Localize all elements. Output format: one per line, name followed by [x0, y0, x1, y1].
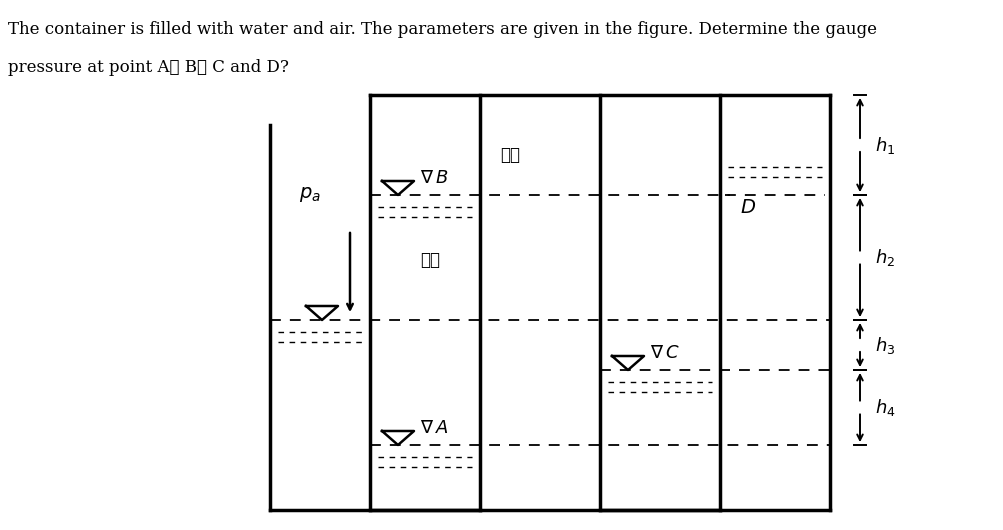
Text: pressure at point A、 B、 C and D?: pressure at point A、 B、 C and D?: [8, 59, 289, 76]
Text: $h_4$: $h_4$: [875, 397, 895, 418]
Text: $h_2$: $h_2$: [875, 247, 895, 268]
Text: $h_3$: $h_3$: [875, 334, 895, 356]
Text: $p_a$: $p_a$: [299, 186, 321, 205]
Text: 空气: 空气: [499, 146, 520, 164]
Text: $\nabla\,A$: $\nabla\,A$: [419, 419, 447, 437]
Text: $D$: $D$: [739, 199, 755, 217]
Text: The container is filled with water and air. The parameters are given in the figu: The container is filled with water and a…: [8, 22, 877, 39]
Text: $h_1$: $h_1$: [875, 135, 895, 155]
Text: $\nabla\,B$: $\nabla\,B$: [419, 169, 447, 187]
Text: 空气: 空气: [419, 251, 439, 269]
Text: $\nabla\,C$: $\nabla\,C$: [649, 344, 679, 362]
